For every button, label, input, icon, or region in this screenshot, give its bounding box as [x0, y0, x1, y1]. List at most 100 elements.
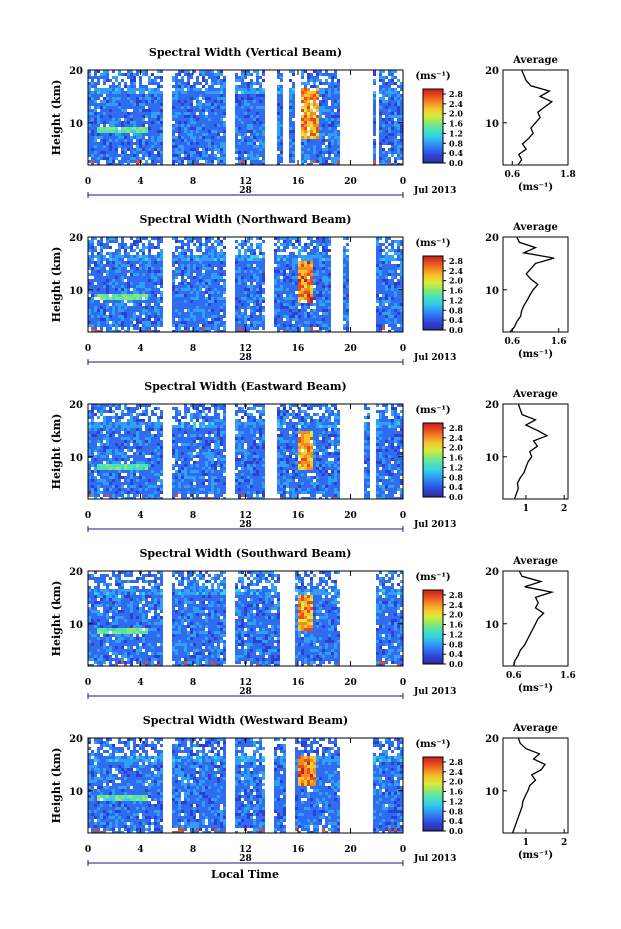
panel-title: Spectral Width (Westward Beam) [143, 714, 348, 727]
colorbar-unit: (ms⁻¹) [415, 405, 450, 416]
xtick-label: 4 [137, 511, 143, 521]
avg-xtick-label: 0.6 [504, 170, 520, 180]
colorbar-tick-label: 0.4 [449, 816, 463, 826]
panel-3: Spectral Width (Eastward Beam) Height (km… [50, 380, 569, 532]
xtick-label: 20 [344, 678, 357, 688]
panel-title: Spectral Width (Vertical Beam) [149, 46, 342, 59]
date-label: Jul 2013 [413, 520, 456, 530]
xtick-label: 0 [400, 845, 406, 855]
colorbar-tick-label: 1.6 [449, 620, 463, 630]
colorbar [422, 756, 444, 832]
colorbar-tick-label: 1.2 [449, 295, 463, 305]
avg-ytick-label: 10 [485, 787, 499, 798]
avg-xtick-label: 1 [523, 838, 529, 848]
colorbar-unit: (ms⁻¹) [415, 238, 450, 249]
panel-ylabel: Height (km) [50, 748, 63, 824]
xtick-label: 0 [400, 678, 406, 688]
colorbar-tick-label: 0.8 [449, 305, 463, 315]
average-profile: Average 10 20 0.6 1.6 (ms⁻¹) [485, 556, 576, 694]
colorbar-tick-label: 2.8 [449, 423, 463, 433]
xtick-label: 0 [85, 678, 91, 688]
average-title: Average [512, 723, 558, 734]
average-title: Average [512, 556, 558, 567]
colorbar-tick-label: 0.0 [449, 158, 463, 168]
average-xlabel: (ms⁻¹) [518, 683, 553, 694]
average-xlabel: (ms⁻¹) [518, 850, 553, 861]
colorbar [422, 589, 444, 665]
average-profile: Average 10 20 0.6 1.8 (ms⁻¹) [485, 55, 576, 193]
average-xlabel: (ms⁻¹) [518, 182, 553, 193]
colorbar-tick-label: 2.0 [449, 610, 463, 620]
colorbar [422, 88, 444, 164]
date-label: Jul 2013 [413, 353, 456, 363]
xtick-label: 16 [292, 344, 305, 354]
xtick-label: 20 [344, 845, 357, 855]
panel-title: Spectral Width (Northward Beam) [140, 213, 352, 226]
xtick-label: 12 [239, 678, 252, 688]
date-label: Jul 2013 [413, 687, 456, 697]
xtick-label: 0 [85, 344, 91, 354]
colorbar-tick-label: 0.0 [449, 325, 463, 335]
colorbar-tick-label: 0.8 [449, 806, 463, 816]
panel-ylabel: Height (km) [50, 414, 63, 490]
avg-ytick-label: 10 [485, 119, 499, 130]
xtick-label: 4 [137, 177, 143, 187]
xtick-label: 16 [292, 845, 305, 855]
xtick-label: 16 [292, 678, 305, 688]
xtick-label: 8 [190, 177, 196, 187]
heatmap-field [88, 70, 403, 165]
colorbar-tick-label: 1.6 [449, 119, 463, 129]
avg-xtick-label: 2 [561, 838, 567, 848]
ytick-label: 10 [69, 620, 83, 631]
xtick-label: 0 [85, 845, 91, 855]
colorbar-tick-label: 2.0 [449, 777, 463, 787]
day-label: 28 [239, 186, 252, 196]
xtick-label: 0 [400, 344, 406, 354]
ytick-label: 20 [69, 400, 83, 411]
colorbar-unit: (ms⁻¹) [415, 71, 450, 82]
figure-xlabel: Local Time [211, 868, 279, 881]
colorbar-tick-label: 0.8 [449, 639, 463, 649]
colorbar-tick-label: 0.0 [449, 492, 463, 502]
avg-xtick-label: 0.6 [504, 337, 520, 347]
xtick-label: 0 [400, 511, 406, 521]
colorbar-tick-label: 2.0 [449, 109, 463, 119]
average-line [517, 69, 554, 166]
xtick-label: 8 [190, 344, 196, 354]
heatmap-field [88, 571, 403, 666]
ytick-label: 10 [69, 119, 83, 130]
avg-ytick-label: 20 [485, 233, 499, 244]
heatmap-field [88, 404, 403, 499]
xtick-label: 12 [239, 177, 252, 187]
average-title: Average [512, 55, 558, 66]
avg-ytick-label: 10 [485, 453, 499, 464]
colorbar-tick-label: 0.4 [449, 148, 463, 158]
ytick-label: 20 [69, 734, 83, 745]
average-title: Average [512, 389, 558, 400]
avg-ytick-label: 10 [485, 620, 499, 631]
xtick-label: 12 [239, 845, 252, 855]
panel-ylabel: Height (km) [50, 581, 63, 657]
ytick-label: 10 [69, 286, 83, 297]
colorbar-tick-label: 0.4 [449, 649, 463, 659]
panel-ylabel: Height (km) [50, 247, 63, 323]
xtick-label: 4 [137, 344, 143, 354]
colorbar-tick-label: 2.4 [449, 266, 463, 276]
heatmap-field [88, 237, 403, 332]
avg-xtick-label: 2 [561, 504, 567, 514]
ytick-label: 10 [69, 787, 83, 798]
panel-title: Spectral Width (Southward Beam) [139, 547, 351, 560]
xtick-label: 16 [292, 511, 305, 521]
colorbar-tick-label: 1.6 [449, 787, 463, 797]
colorbar-unit: (ms⁻¹) [415, 572, 450, 583]
xtick-label: 0 [85, 511, 91, 521]
colorbar-tick-label: 2.8 [449, 256, 463, 266]
colorbar-tick-label: 1.2 [449, 128, 463, 138]
xtick-label: 4 [137, 845, 143, 855]
avg-xtick-label: 1.6 [560, 671, 576, 681]
colorbar-tick-label: 2.4 [449, 600, 463, 610]
panel-ylabel: Height (km) [50, 80, 63, 156]
ytick-label: 20 [69, 66, 83, 77]
xtick-label: 12 [239, 344, 252, 354]
xtick-label: 4 [137, 678, 143, 688]
